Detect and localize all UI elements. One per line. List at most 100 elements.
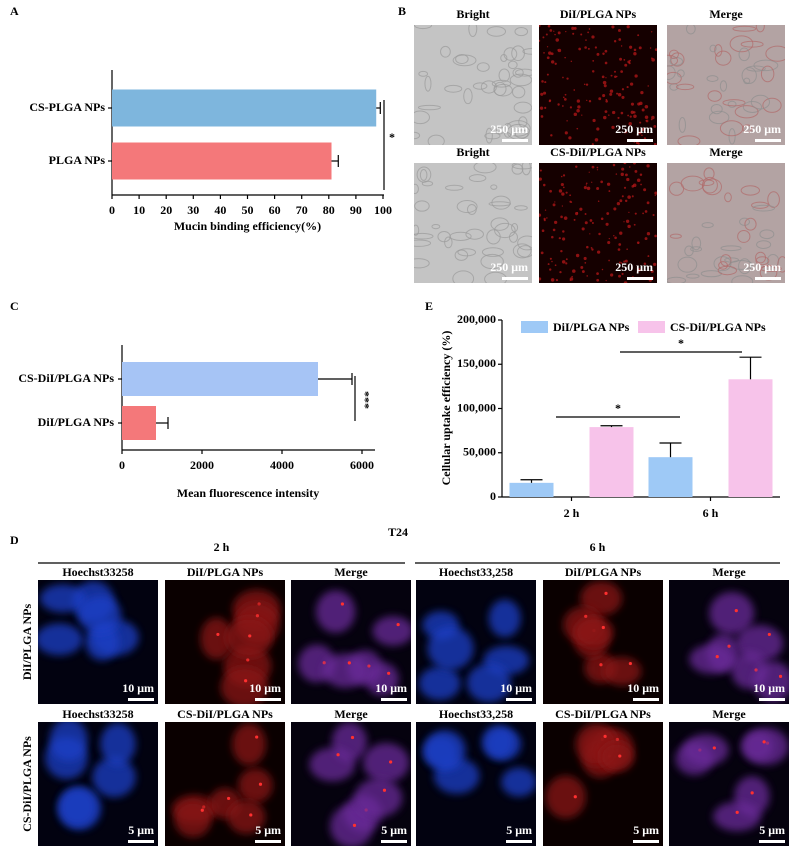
signal xyxy=(550,134,553,137)
texture xyxy=(713,256,732,272)
signal xyxy=(367,664,371,668)
texture xyxy=(500,54,508,63)
signal xyxy=(734,609,738,613)
signal xyxy=(602,94,606,98)
signal xyxy=(631,195,634,198)
signal xyxy=(644,237,648,241)
signal xyxy=(647,255,650,258)
signal xyxy=(613,70,617,73)
signal xyxy=(627,60,631,64)
signal xyxy=(541,80,544,83)
signal xyxy=(653,262,657,267)
signal xyxy=(382,788,387,792)
signal xyxy=(584,221,588,225)
texture xyxy=(690,246,703,252)
image-title: DiI/PLGA NPs xyxy=(565,565,642,579)
signal xyxy=(612,110,616,115)
signal xyxy=(620,45,623,47)
signal xyxy=(605,100,608,103)
image-content xyxy=(675,727,789,832)
signal xyxy=(767,632,771,637)
texture xyxy=(424,75,432,92)
y-tick-label: 0 xyxy=(490,489,496,503)
texture xyxy=(414,258,430,269)
signal xyxy=(562,76,564,79)
signal xyxy=(543,217,546,221)
texture xyxy=(698,179,715,186)
signal xyxy=(554,201,556,203)
signal xyxy=(543,91,547,95)
signal xyxy=(573,112,578,117)
signal xyxy=(621,95,625,99)
texture xyxy=(724,192,732,203)
image-title: Merge xyxy=(712,565,746,579)
cell xyxy=(545,775,586,819)
signal xyxy=(575,165,578,168)
signal xyxy=(712,746,716,750)
x-tick-label: 0 xyxy=(109,203,115,217)
texture xyxy=(468,25,478,37)
signal xyxy=(585,184,587,186)
texture xyxy=(727,100,737,108)
signal xyxy=(584,46,587,49)
texture xyxy=(444,84,463,93)
texture xyxy=(512,85,526,99)
signal xyxy=(640,90,644,95)
signal xyxy=(569,194,572,197)
scale-bar xyxy=(128,840,154,843)
texture xyxy=(729,35,754,53)
signal xyxy=(606,212,610,215)
signal xyxy=(336,753,340,757)
texture xyxy=(744,217,757,231)
signal xyxy=(601,268,604,271)
error-bar xyxy=(600,425,623,428)
signal xyxy=(594,46,598,49)
texture xyxy=(667,276,687,283)
texture xyxy=(480,253,504,270)
signal xyxy=(581,114,583,116)
signal xyxy=(248,634,252,638)
image-title: Merge xyxy=(334,707,368,721)
signal xyxy=(629,82,634,86)
y-axis-label: Cellular uptake efficiency (%) xyxy=(439,331,453,486)
scale-label: 5 μm xyxy=(506,823,532,837)
cell xyxy=(354,778,403,818)
scale-label: 5 μm xyxy=(759,823,785,837)
signal xyxy=(559,270,562,274)
signal xyxy=(255,735,259,739)
signal xyxy=(623,281,628,283)
signal xyxy=(615,173,618,175)
texture xyxy=(756,240,772,250)
micrograph xyxy=(291,722,411,846)
image-bg xyxy=(414,25,532,145)
signal xyxy=(629,45,633,49)
signal xyxy=(619,199,623,203)
cell xyxy=(689,644,734,674)
signal xyxy=(605,77,607,79)
scale-bar xyxy=(755,277,781,280)
image-content xyxy=(418,599,530,703)
signal xyxy=(539,277,542,281)
scale-label: 250 μm xyxy=(490,260,528,274)
signal xyxy=(613,235,615,237)
texture xyxy=(455,53,469,65)
x-tick-label: 60 xyxy=(269,203,281,217)
signal xyxy=(573,795,577,799)
texture xyxy=(719,80,728,92)
image-content xyxy=(414,25,532,145)
signal xyxy=(576,109,580,113)
y-tick-label: 200,000 xyxy=(457,312,496,326)
signal xyxy=(549,268,552,271)
texture xyxy=(752,204,776,212)
signal xyxy=(603,734,607,738)
signal xyxy=(620,262,623,264)
signal xyxy=(575,253,580,258)
texture xyxy=(456,200,478,213)
signal xyxy=(591,181,593,183)
signal xyxy=(612,163,616,167)
signal xyxy=(576,212,579,214)
error-bar xyxy=(520,479,543,483)
cell xyxy=(49,722,88,762)
scale-bar xyxy=(633,698,659,701)
texture xyxy=(414,224,420,236)
